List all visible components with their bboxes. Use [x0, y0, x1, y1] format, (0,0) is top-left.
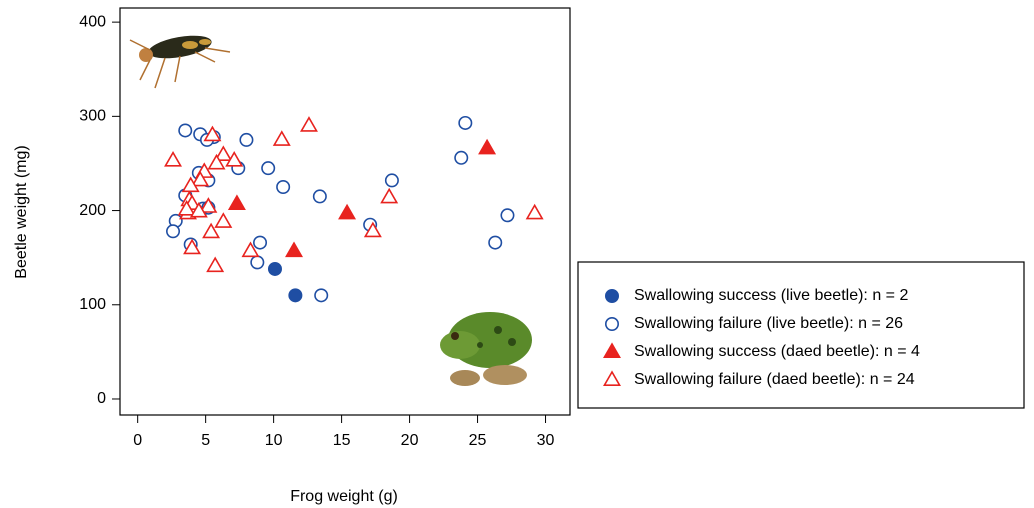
- point: [227, 194, 246, 210]
- point: [178, 123, 193, 138]
- point: [214, 212, 233, 228]
- point: [525, 203, 544, 220]
- x-tick-label: 0: [133, 432, 142, 449]
- point: [488, 235, 503, 250]
- point: [384, 173, 399, 188]
- legend-marker: [603, 342, 621, 359]
- y-tick-label: 300: [79, 108, 106, 125]
- x-axis-label: Frog weight (g): [290, 488, 398, 505]
- point: [267, 261, 282, 276]
- legend-label: Swallowing failure (live beetle): n = 26: [634, 315, 903, 332]
- frog-image: [440, 312, 532, 386]
- point: [239, 132, 254, 147]
- point: [214, 145, 233, 161]
- x-tick-label: 15: [333, 432, 351, 449]
- point: [189, 201, 208, 218]
- point: [253, 235, 268, 250]
- x-tick-label: 5: [201, 432, 210, 449]
- point: [241, 241, 260, 258]
- point: [202, 222, 221, 239]
- legend-label: Swallowing failure (daed beetle): n = 24: [634, 371, 915, 388]
- point: [199, 197, 218, 213]
- point: [206, 256, 225, 273]
- legend-label: Swallowing success (daed beetle): n = 4: [634, 343, 920, 360]
- point: [458, 115, 473, 130]
- point: [299, 116, 318, 132]
- point: [338, 203, 357, 220]
- point: [478, 138, 497, 155]
- point: [500, 208, 515, 223]
- point: [285, 241, 304, 258]
- legend-label: Swallowing success (live beetle): n = 2: [634, 287, 908, 304]
- legend-marker: [604, 288, 619, 303]
- point: [261, 161, 276, 176]
- point: [454, 150, 469, 165]
- y-tick-label: 0: [97, 390, 106, 407]
- point: [166, 224, 181, 239]
- point: [250, 255, 265, 270]
- point: [183, 238, 202, 255]
- y-axis-label: Beetle weight (mg): [13, 145, 30, 278]
- y-tick-label: 400: [79, 13, 106, 30]
- legend-marker: [603, 370, 621, 387]
- x-tick-label: 25: [469, 432, 487, 449]
- point: [207, 153, 226, 170]
- point: [191, 170, 210, 187]
- y-tick-label: 200: [79, 202, 106, 219]
- point: [164, 151, 183, 167]
- x-tick-label: 30: [537, 432, 555, 449]
- x-tick-label: 10: [265, 432, 283, 449]
- point: [288, 288, 303, 303]
- legend-box: [577, 261, 1025, 409]
- y-tick-label: 100: [79, 296, 106, 313]
- point: [272, 130, 291, 146]
- point: [276, 180, 291, 195]
- point: [203, 125, 222, 142]
- point: [225, 151, 244, 167]
- plot-frame: [119, 7, 571, 416]
- point: [314, 288, 329, 303]
- point: [312, 189, 327, 204]
- point: [380, 187, 399, 204]
- beetle-image: [129, 35, 231, 89]
- legend-marker: [604, 316, 619, 331]
- point: [177, 200, 196, 216]
- point: [181, 176, 200, 193]
- point: [363, 221, 382, 238]
- x-tick-label: 20: [401, 432, 419, 449]
